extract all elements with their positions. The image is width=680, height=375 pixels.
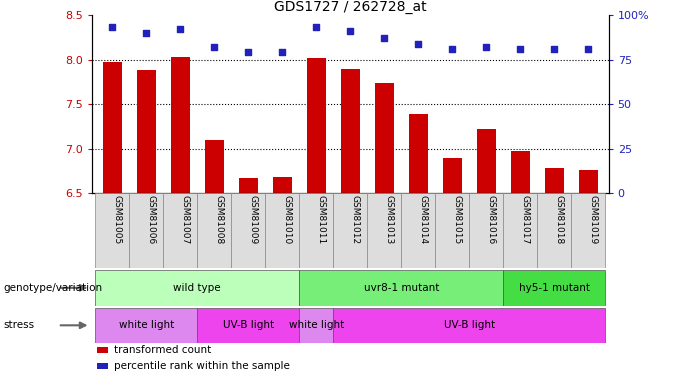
Bar	[299, 193, 333, 268]
Bar	[103, 62, 122, 193]
Text: GSM81011: GSM81011	[316, 195, 325, 244]
Bar	[443, 158, 462, 193]
Bar	[97, 363, 108, 369]
Bar	[341, 69, 360, 193]
Bar	[537, 193, 571, 268]
Bar	[307, 58, 326, 193]
Bar	[511, 151, 530, 193]
Point	[515, 46, 526, 52]
Bar	[129, 193, 163, 268]
Bar	[95, 193, 129, 268]
Text: UV-B light: UV-B light	[443, 320, 495, 330]
Bar	[299, 308, 333, 343]
Point	[209, 44, 220, 50]
Bar	[367, 193, 401, 268]
Text: GSM81007: GSM81007	[180, 195, 189, 244]
Text: GSM81018: GSM81018	[554, 195, 563, 244]
Bar	[333, 193, 367, 268]
Point	[481, 44, 492, 50]
Bar	[95, 270, 299, 306]
Text: GSM81010: GSM81010	[282, 195, 291, 244]
Bar	[273, 177, 292, 193]
Text: GSM81016: GSM81016	[486, 195, 495, 244]
Point	[175, 26, 186, 32]
Text: uvr8-1 mutant: uvr8-1 mutant	[364, 283, 439, 293]
Text: GSM81013: GSM81013	[384, 195, 393, 244]
Bar	[545, 168, 564, 193]
Bar	[571, 193, 605, 268]
Bar	[375, 83, 394, 193]
Point	[311, 24, 322, 30]
Text: UV-B light: UV-B light	[222, 320, 274, 330]
Point	[345, 28, 356, 34]
Text: GSM81009: GSM81009	[248, 195, 257, 244]
Bar	[137, 70, 156, 193]
Bar	[239, 178, 258, 193]
Bar	[163, 193, 197, 268]
Text: wild type: wild type	[173, 283, 221, 293]
Point	[549, 46, 560, 52]
Text: hy5-1 mutant: hy5-1 mutant	[519, 283, 590, 293]
Point	[243, 50, 254, 55]
Title: GDS1727 / 262728_at: GDS1727 / 262728_at	[274, 0, 426, 14]
Bar	[231, 193, 265, 268]
Text: GSM81015: GSM81015	[452, 195, 461, 244]
Text: transformed count: transformed count	[114, 345, 211, 355]
Bar	[435, 193, 469, 268]
Text: GSM81005: GSM81005	[112, 195, 121, 244]
Bar	[97, 347, 108, 354]
Point	[277, 50, 288, 55]
Text: white light: white light	[118, 320, 174, 330]
Text: GSM81012: GSM81012	[350, 195, 359, 244]
Bar	[333, 308, 605, 343]
Bar	[503, 270, 605, 306]
Text: GSM81008: GSM81008	[214, 195, 223, 244]
Bar	[197, 193, 231, 268]
Bar	[171, 57, 190, 193]
Text: white light: white light	[288, 320, 344, 330]
Point	[447, 46, 458, 52]
Point	[107, 24, 118, 30]
Text: genotype/variation: genotype/variation	[3, 283, 103, 293]
Bar	[197, 308, 299, 343]
Bar	[401, 193, 435, 268]
Point	[413, 40, 424, 46]
Text: GSM81017: GSM81017	[520, 195, 529, 244]
Point	[379, 35, 390, 41]
Bar	[265, 193, 299, 268]
Text: GSM81014: GSM81014	[418, 195, 427, 244]
Bar	[205, 140, 224, 193]
Bar	[95, 308, 197, 343]
Bar	[477, 129, 496, 193]
Text: stress: stress	[3, 320, 35, 330]
Bar	[469, 193, 503, 268]
Point	[141, 30, 152, 36]
Bar	[579, 170, 598, 193]
Bar	[503, 193, 537, 268]
Point	[583, 46, 594, 52]
Bar	[299, 270, 503, 306]
Bar	[409, 114, 428, 193]
Text: GSM81006: GSM81006	[146, 195, 155, 244]
Text: GSM81019: GSM81019	[588, 195, 597, 244]
Text: percentile rank within the sample: percentile rank within the sample	[114, 361, 290, 371]
